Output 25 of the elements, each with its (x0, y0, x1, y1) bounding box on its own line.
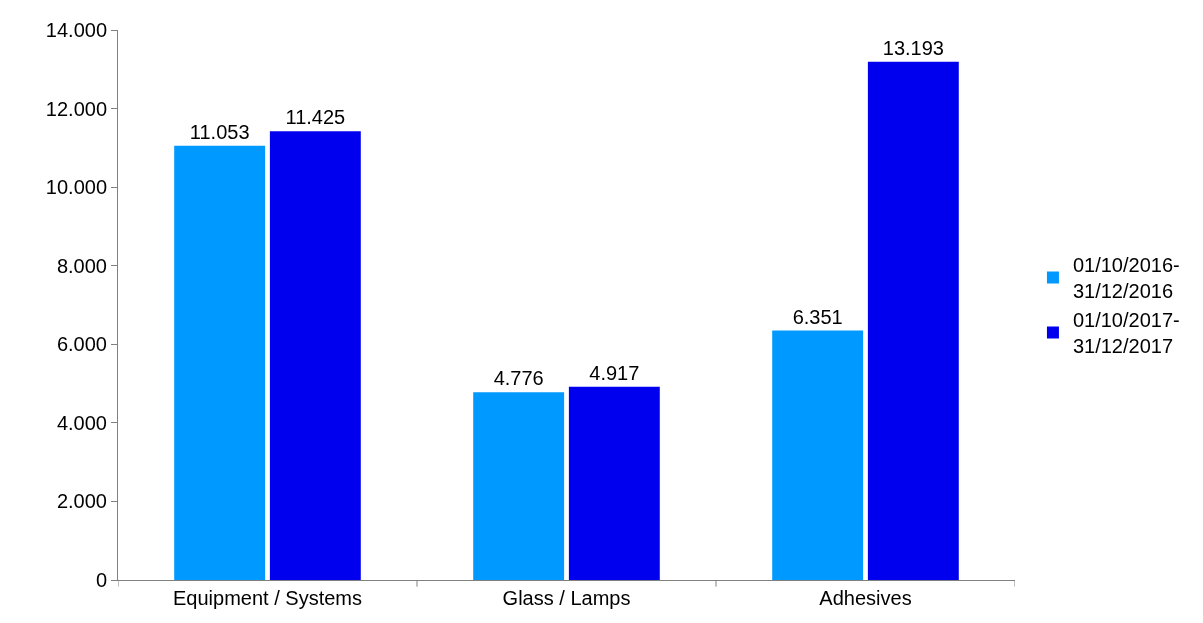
data-label: 11.053 (189, 120, 250, 143)
legend-label: 01/10/2016-31/12/2016 (1072, 254, 1180, 303)
bar (867, 61, 959, 580)
x-tick-label: Adhesives (819, 587, 912, 609)
y-tick-label: 14.000 (45, 19, 107, 41)
data-label: 11.425 (285, 106, 346, 129)
bar (772, 330, 864, 580)
bar (174, 145, 266, 580)
x-tick-label: Glass / Lamps (502, 587, 631, 609)
y-tick-label: 0 (95, 569, 107, 591)
y-tick-label: 2.000 (56, 490, 107, 513)
y-tick-label: 12.000 (45, 97, 107, 120)
data-label: 6.351 (792, 305, 843, 328)
y-tick-label: 6.000 (56, 333, 107, 356)
y-tick-label: 10.000 (45, 176, 107, 199)
bar (473, 392, 565, 580)
data-label: 4.917 (589, 361, 640, 384)
legend-label: 01/10/2017-31/12/2017 (1072, 309, 1180, 358)
y-tick-label: 8.000 (56, 254, 107, 277)
data-label: 4.776 (493, 367, 544, 390)
x-tick-label: Equipment / Systems (173, 587, 362, 609)
data-label: 13.193 (882, 36, 944, 59)
y-tick-label: 4.000 (56, 411, 107, 434)
bar (568, 386, 660, 580)
bar (269, 131, 361, 580)
